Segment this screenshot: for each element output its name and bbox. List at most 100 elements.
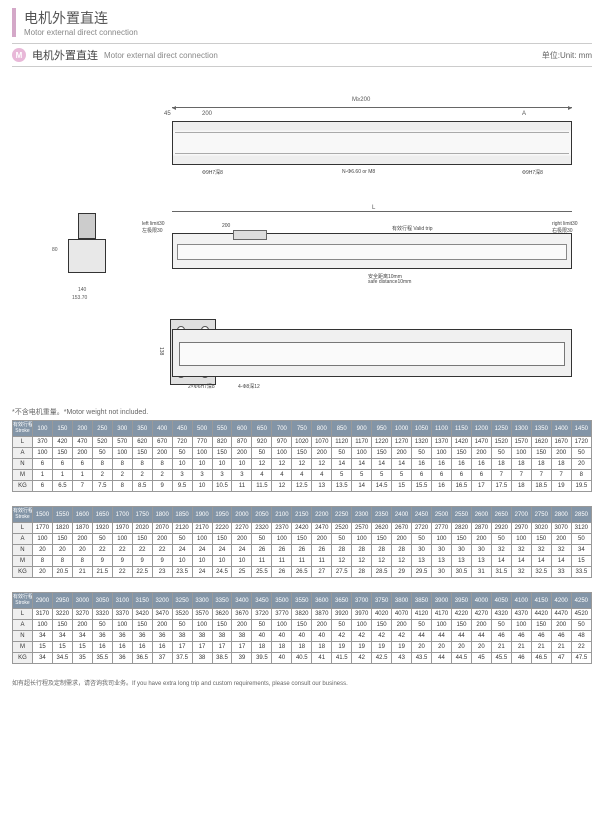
cell: 2370 xyxy=(272,523,292,534)
cell: 46 xyxy=(551,631,571,642)
cell: 40 xyxy=(272,631,292,642)
cell: 100 xyxy=(432,448,452,459)
cell: 200 xyxy=(392,448,412,459)
cell: 150 xyxy=(451,534,471,545)
bottom-hole-l: 2×Φ6H7深8 xyxy=(188,383,215,390)
cell: 38 xyxy=(232,631,252,642)
stroke-col: 1550 xyxy=(52,507,72,523)
cell: 7 xyxy=(511,470,531,481)
cell: 13 xyxy=(451,556,471,567)
stroke-col: 150 xyxy=(52,421,72,437)
cell: 100 xyxy=(272,620,292,631)
stroke-col: 3050 xyxy=(92,593,112,609)
row-label: KG xyxy=(13,567,33,578)
cell: 16 xyxy=(112,642,132,653)
cell: 30 xyxy=(432,545,452,556)
cell: 26 xyxy=(292,545,312,556)
cell: 8 xyxy=(132,459,152,470)
cell: 7 xyxy=(531,470,551,481)
cell: 12 xyxy=(352,556,372,567)
stroke-col: 2350 xyxy=(372,507,392,523)
stroke-col: 400 xyxy=(152,421,172,437)
cell: 200 xyxy=(152,534,172,545)
cell: 6 xyxy=(32,481,52,492)
stroke-col: 3250 xyxy=(172,593,192,609)
cell: 100 xyxy=(511,534,531,545)
stroke-col: 1850 xyxy=(172,507,192,523)
cell: 8 xyxy=(52,556,72,567)
cell: 1270 xyxy=(392,437,412,448)
cell: 20 xyxy=(32,567,52,578)
cell: 100 xyxy=(352,448,372,459)
cell: 150 xyxy=(372,448,392,459)
cell: 12 xyxy=(332,556,352,567)
cell: 28 xyxy=(392,545,412,556)
motor-w-dim: 140 xyxy=(78,287,86,293)
dim-45: 45 xyxy=(164,111,171,117)
cell: 12 xyxy=(272,481,292,492)
page-title-bar: 电机外置直连 Motor external direct connection xyxy=(12,8,592,37)
cell: 21.5 xyxy=(92,567,112,578)
stroke-col: 950 xyxy=(372,421,392,437)
cell: 33.5 xyxy=(571,567,591,578)
cell: 10 xyxy=(172,556,192,567)
cell: 46 xyxy=(511,653,531,664)
cell: 9 xyxy=(112,556,132,567)
cell: 23 xyxy=(152,567,172,578)
cell: 3 xyxy=(192,470,212,481)
cell: 200 xyxy=(551,534,571,545)
cell: 8 xyxy=(92,459,112,470)
cell: 20 xyxy=(412,642,432,653)
cell: 1870 xyxy=(72,523,92,534)
cell: 18 xyxy=(272,642,292,653)
stroke-col: 2250 xyxy=(332,507,352,523)
stroke-col: 2000 xyxy=(232,507,252,523)
cell: 4 xyxy=(292,470,312,481)
stroke-col: 350 xyxy=(132,421,152,437)
cell: 770 xyxy=(192,437,212,448)
cell: 18 xyxy=(292,642,312,653)
cell: 3770 xyxy=(272,609,292,620)
rail-side-view xyxy=(172,233,572,269)
cell: 42 xyxy=(372,631,392,642)
stroke-col: 2850 xyxy=(571,507,591,523)
stroke-col: 3900 xyxy=(432,593,452,609)
row-label: A xyxy=(13,448,33,459)
stroke-col: 3600 xyxy=(312,593,332,609)
section-title-cn: 电机外置直连 xyxy=(32,47,98,63)
cell: 7.5 xyxy=(92,481,112,492)
cell: 16 xyxy=(132,642,152,653)
row-label: KG xyxy=(13,481,33,492)
cell: 150 xyxy=(52,534,72,545)
cell: 2070 xyxy=(152,523,172,534)
stroke-col: 2200 xyxy=(312,507,332,523)
cell: 8 xyxy=(112,481,132,492)
stroke-col: 600 xyxy=(232,421,252,437)
cell: 200 xyxy=(72,448,92,459)
cell: 100 xyxy=(112,620,132,631)
cell: 7 xyxy=(551,470,571,481)
cell: 870 xyxy=(232,437,252,448)
stroke-col: 2550 xyxy=(451,507,471,523)
cell: 200 xyxy=(152,448,172,459)
stroke-col: 650 xyxy=(252,421,272,437)
cell: 3020 xyxy=(531,523,551,534)
cell: 47.5 xyxy=(571,653,591,664)
row-label: M xyxy=(13,556,33,567)
cell: 41 xyxy=(312,653,332,664)
cell: 50 xyxy=(571,448,591,459)
cell: 50 xyxy=(252,534,272,545)
cell: 34 xyxy=(32,653,52,664)
cell: 45 xyxy=(471,653,491,664)
table-3-wrap: 有效行程Stroke290029503000305031003150320032… xyxy=(12,592,592,664)
cell: 4320 xyxy=(491,609,511,620)
cell: 19.5 xyxy=(571,481,591,492)
motor-h-dim: 80 xyxy=(52,247,58,253)
cell: 44 xyxy=(432,631,452,642)
cell: 17 xyxy=(232,642,252,653)
stroke-col: 700 xyxy=(272,421,292,437)
cell: 100 xyxy=(192,534,212,545)
cell: 150 xyxy=(132,534,152,545)
stroke-col: 1000 xyxy=(392,421,412,437)
cell: 34 xyxy=(72,631,92,642)
